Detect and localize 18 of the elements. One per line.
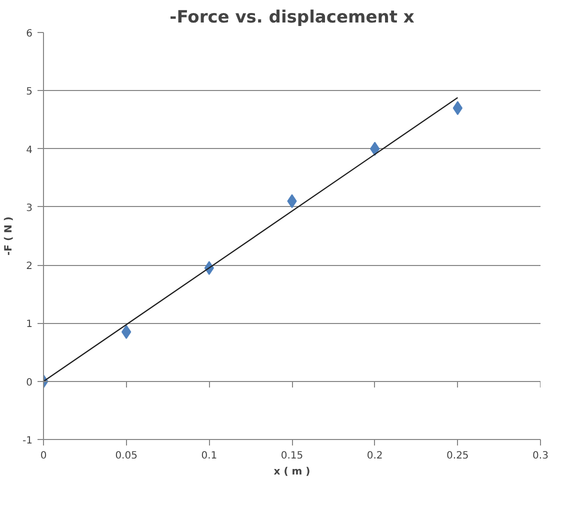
- x-tick-label: 0.2: [366, 450, 383, 462]
- x-tick-label: 0.05: [115, 450, 138, 462]
- x-tick-label: 0.25: [446, 450, 469, 462]
- y-axis-title: -F ( N ): [4, 216, 15, 256]
- x-tick-label: 0: [40, 450, 47, 462]
- y-tick-label: 5: [26, 86, 33, 98]
- y-tick-label: 3: [26, 202, 33, 214]
- x-tick-label: 0.3: [532, 450, 548, 462]
- y-tick-label: -1: [22, 436, 33, 446]
- chart-title: -Force vs. displacement x: [170, 8, 414, 28]
- x-tick-label: 0.15: [280, 450, 304, 462]
- y-tick-label: 2: [26, 261, 33, 272]
- y-tick-label: 4: [26, 144, 33, 156]
- y-tick-label: 1: [26, 319, 33, 330]
- y-tick-label: 0: [26, 377, 33, 388]
- y-tick-label: 6: [26, 28, 33, 40]
- x-tick-label: 0.1: [201, 450, 218, 462]
- x-axis-title: x ( m ): [274, 466, 310, 478]
